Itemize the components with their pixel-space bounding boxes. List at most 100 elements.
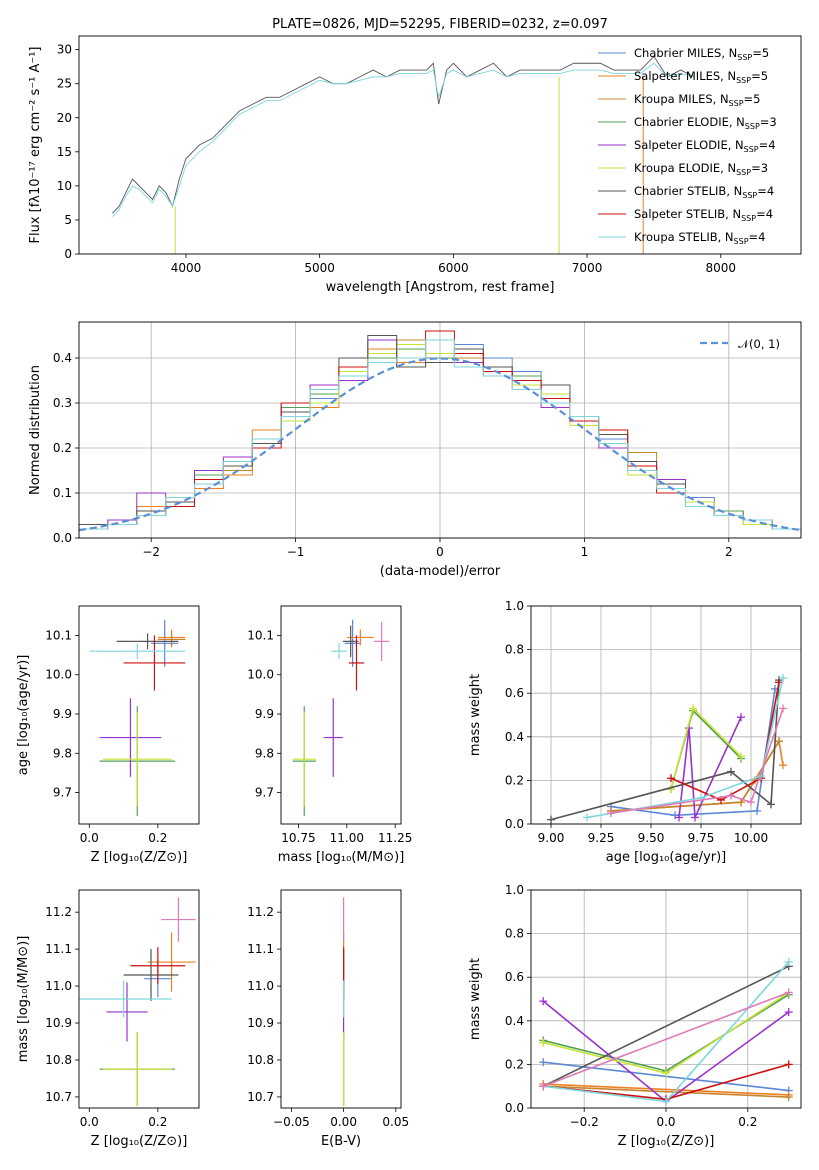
y-tick-label: 9.7: [53, 786, 72, 800]
x-tick-label: 5000: [304, 261, 335, 275]
weight-line: [542, 965, 790, 1087]
x-tick-label: 7000: [572, 261, 603, 275]
x-tick-label: 0.0: [656, 1115, 675, 1129]
x-tick-label: −2: [142, 545, 160, 559]
weight-line: [610, 708, 784, 814]
x-tick-label: 0.2: [148, 1115, 167, 1129]
chart-mass_vs_Z: 0.0 0.2 10.7 10.8 10.9 11.0 11.1 11.2 Z [log₁₀(Z…: [16, 889, 200, 1149]
plot-area: [79, 897, 196, 1107]
y-tick-label: 10.1: [45, 628, 72, 642]
legend-entry: Salpeter MILES, NSSP=5: [634, 69, 768, 85]
axes-frame: [78, 321, 802, 539]
weight-line: [550, 680, 780, 821]
y-tick-label: 11.0: [45, 979, 72, 993]
legend-entry: Chabrier STELIB, NSSP=4: [634, 184, 774, 200]
y-tick-label: 1.0: [505, 883, 524, 897]
y-tick-label: 0.4: [505, 730, 524, 744]
legend-entry: Salpeter ELODIE, NSSP=4: [634, 138, 776, 154]
y-tick-label: 5: [64, 213, 72, 227]
x-tick-label: 11.00: [330, 831, 364, 845]
y-tick-label: 11.0: [247, 979, 274, 993]
x-tick-label: 0.05: [382, 1115, 409, 1129]
legend-entry: Kroupa ELODIE, NSSP=3: [634, 161, 768, 177]
axes-frame: [78, 35, 802, 255]
legend-entry: Chabrier MILES, NSSP=5: [634, 46, 769, 62]
plot-area: [79, 330, 801, 538]
y-tick-label: 0.0: [53, 531, 72, 545]
x-tick-label: −1: [287, 545, 305, 559]
x-tick-label: 0.2: [738, 1115, 757, 1129]
legend-entry: Kroupa STELIB, NSSP=4: [634, 230, 765, 246]
chart-age_vs_Z: 0.0 0.2 9.7 9.8 9.9 10.0 10.1 Z [log₁₀(Z/Z⊙)] ag…: [16, 605, 200, 865]
x-tick-label: 0.00: [330, 1115, 357, 1129]
axes-frame: [78, 889, 200, 1109]
axes-frame: [280, 605, 402, 825]
y-tick-label: 0.2: [53, 441, 72, 455]
x-tick-label: 10.00: [734, 831, 768, 845]
x-tick-label: −0.05: [273, 1115, 310, 1129]
plot-area: [539, 957, 793, 1106]
x-axis-label: E(B-V): [321, 1134, 361, 1149]
y-tick-label: 0.8: [505, 643, 524, 657]
y-tick-label: 10.0: [247, 668, 274, 682]
y-axis-label: mass weight: [468, 674, 483, 756]
x-tick-label: 0.0: [80, 1115, 99, 1129]
y-tick-label: 9.9: [53, 707, 72, 721]
legend-entry: Kroupa MILES, NSSP=5: [634, 92, 760, 108]
x-axis-label: wavelength [Angstrom, rest frame]: [326, 280, 555, 295]
y-tick-label: 10.9: [45, 1016, 72, 1030]
histogram-Kroupa STELIB: [79, 339, 801, 538]
x-tick-label: 0: [436, 545, 444, 559]
weight-line: [678, 716, 742, 818]
x-tick-label: 0.2: [148, 831, 167, 845]
chart-mass_vs_EBV: −0.05 0.00 0.05 10.7 10.8 10.9 11.0 11.1 11.2 E(B…: [247, 889, 409, 1149]
weight-line: [670, 682, 780, 801]
chart-massweight_vs_Z: −0.2 0.0 0.2 0.0 0.2 0.4 0.6 0.8 1.0 Z [log₁₀(Z/Z…: [468, 883, 802, 1149]
x-tick-label: 10.75: [281, 831, 315, 845]
y-tick-label: 0.1: [53, 486, 72, 500]
y-tick-label: 0.8: [505, 927, 524, 941]
weight-line: [543, 1085, 789, 1098]
x-tick-label: 9.25: [588, 831, 615, 845]
chart-massweight_vs_age: 9.00 9.25 9.50 9.75 10.00 0.0 0.2 0.4 0.6 0.8 1.0 a…: [468, 599, 802, 865]
x-tick-label: 0.0: [80, 831, 99, 845]
y-tick-label: 9.9: [255, 707, 274, 721]
x-axis-label: (data-model)/error: [380, 564, 501, 579]
chart-age_vs_mass: 10.75 11.00 11.25 9.7 9.8 9.9 10.0 10.1 mass [lo…: [247, 605, 412, 865]
y-tick-label: 0.0: [505, 817, 524, 831]
x-tick-label: −0.2: [570, 1115, 599, 1129]
spectrum-line-models: [112, 62, 695, 217]
y-tick-label: 0.6: [505, 970, 524, 984]
x-tick-label: 1: [581, 545, 589, 559]
axes-frame: [530, 605, 802, 825]
y-tick-label: 20: [57, 111, 72, 125]
y-tick-label: 1.0: [505, 599, 524, 613]
y-tick-label: 11.1: [247, 942, 274, 956]
axes-frame: [530, 889, 802, 1109]
x-tick-label: 8000: [706, 261, 737, 275]
y-tick-label: 30: [57, 43, 72, 57]
y-tick-label: 9.7: [255, 786, 274, 800]
plot-area: [292, 619, 390, 817]
chart-spectrum: Chabrier MILES, NSSP=5 Salpeter MILES, NS…: [28, 17, 802, 295]
x-axis-label: mass [log₁₀(M/M⊙)]: [278, 850, 405, 865]
y-tick-label: 0.3: [53, 396, 72, 410]
y-tick-label: 10.7: [247, 1090, 274, 1104]
normal-curve: [79, 357, 801, 532]
y-tick-label: 10.9: [247, 1016, 274, 1030]
x-tick-label: 11.25: [378, 831, 412, 845]
y-tick-label: 9.8: [53, 746, 72, 760]
y-tick-label: 15: [57, 145, 72, 159]
spectrum-line-data: [112, 55, 695, 214]
legend-entry: Chabrier ELODIE, NSSP=3: [634, 115, 777, 131]
legend-entry: Salpeter STELIB, NSSP=4: [634, 207, 773, 223]
y-axis-label: Flux [fλ10⁻¹⁷ erg cm⁻² s⁻¹ A⁻¹]: [28, 47, 43, 244]
y-tick-label: 10.7: [45, 1090, 72, 1104]
y-tick-label: 10: [57, 179, 72, 193]
x-tick-label: 6000: [438, 261, 469, 275]
chart-residuals: 𝒩(0, 1) −2 −1 0 1 2 0.0 0.1 0.2 0.3 0.4 (data-model…: [28, 321, 802, 579]
y-tick-label: 0.0: [505, 1101, 524, 1115]
y-tick-label: 9.8: [255, 746, 274, 760]
x-axis-label: age [log₁₀(age/yr)]: [606, 850, 727, 865]
